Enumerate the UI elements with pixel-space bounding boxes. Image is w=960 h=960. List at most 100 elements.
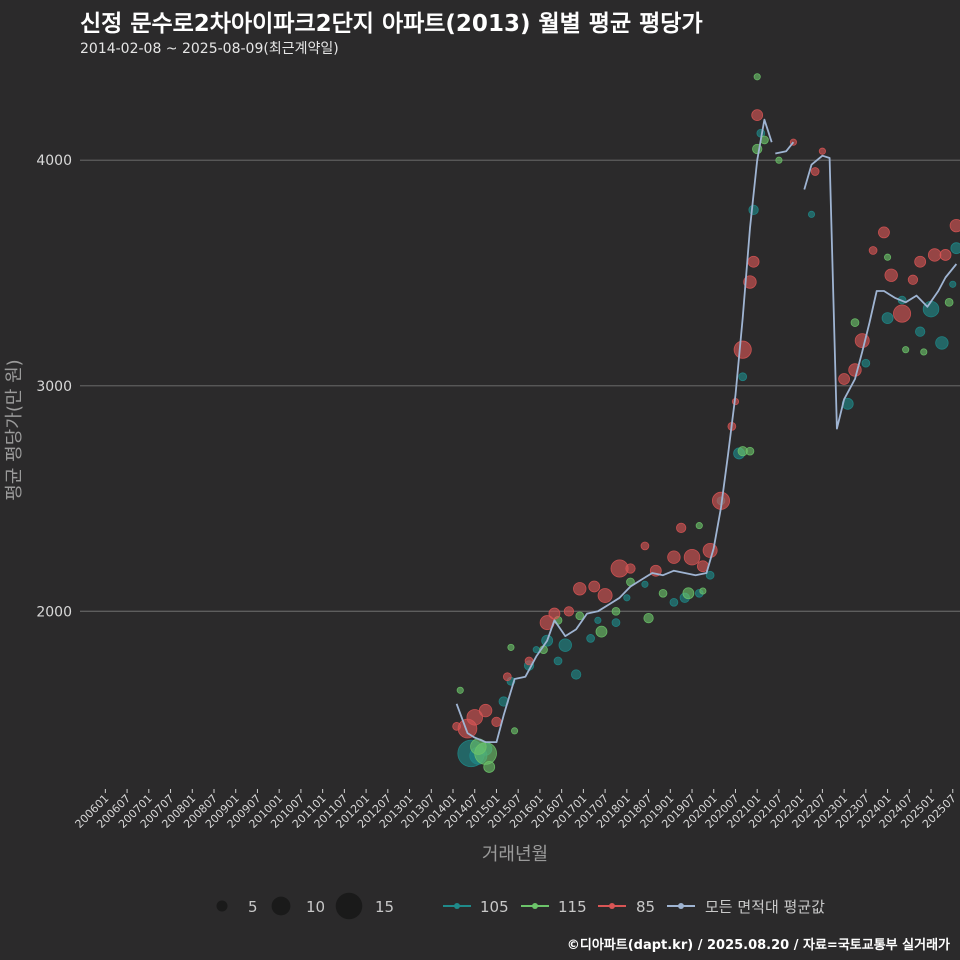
point-105	[641, 580, 649, 588]
point-105	[611, 618, 621, 627]
x-axis-label: 거래년월	[482, 844, 548, 865]
point-85	[733, 340, 752, 359]
point-85	[573, 582, 587, 596]
point-115	[595, 625, 608, 638]
point-115	[775, 156, 783, 164]
size-legend-label: 15	[375, 898, 394, 916]
point-115	[745, 446, 755, 456]
point-105	[594, 616, 602, 624]
point-85	[868, 246, 878, 255]
point-105	[669, 597, 679, 607]
point-105	[738, 372, 748, 382]
point-105	[807, 210, 816, 218]
y-tick-label: 4000	[36, 153, 72, 169]
point-85	[939, 249, 952, 261]
legend-label-3: 모든 면적대 평균값	[705, 898, 825, 916]
point-115	[474, 742, 497, 765]
chart-title: 신정 문수로2차아이파크2단지 아파트(2013) 월별 평균 평당가	[80, 11, 703, 37]
point-85	[893, 304, 912, 323]
point-85	[854, 333, 870, 349]
point-85	[491, 716, 502, 727]
source-caption: ©디아파트(dapt.kr) / 2025.08.20 / 자료=국토교통부 실…	[566, 938, 950, 953]
point-105	[553, 656, 563, 666]
point-115	[575, 611, 585, 621]
legend-key-dot-3	[678, 903, 684, 909]
point-105	[586, 634, 595, 643]
point-85	[588, 580, 601, 593]
size-legend-circle-10	[271, 896, 291, 916]
point-85	[751, 109, 764, 122]
point-85	[810, 167, 820, 176]
point-85	[640, 541, 650, 551]
data-points	[452, 73, 960, 773]
point-115	[902, 346, 910, 354]
point-115	[456, 686, 464, 694]
average-line-segment-2	[803, 154, 958, 430]
point-105	[915, 326, 926, 337]
point-115	[611, 606, 621, 616]
point-105	[623, 594, 631, 602]
point-115	[483, 761, 496, 773]
point-105	[705, 570, 715, 580]
y-tick-label: 2000	[36, 604, 72, 620]
legend-label-1: 115	[558, 898, 587, 916]
point-115	[695, 522, 703, 530]
size-legend-label: 5	[248, 898, 258, 916]
point-85	[884, 268, 898, 282]
y-axis-label: 평균 평당가(만 원)	[4, 359, 25, 500]
x-axis-ticks: 2006012006072007012007072008012008072009…	[73, 789, 959, 831]
point-115	[511, 727, 519, 735]
point-115	[699, 587, 707, 595]
size-legend-circle-15	[335, 892, 363, 920]
point-85	[676, 522, 687, 533]
point-115	[884, 253, 892, 261]
point-105	[922, 300, 940, 318]
size-legend-circle-5	[216, 900, 228, 912]
point-85	[747, 255, 760, 268]
point-115	[507, 643, 515, 651]
grid-lines	[80, 159, 960, 612]
point-85	[478, 703, 493, 718]
point-105	[949, 280, 957, 288]
legend-label-2: 85	[636, 898, 655, 916]
point-115	[643, 612, 654, 624]
point-85	[949, 218, 960, 233]
y-tick-label: 3000	[36, 379, 72, 395]
point-115	[682, 587, 695, 600]
point-85	[878, 226, 890, 239]
average-line-segment-0	[455, 118, 773, 743]
point-105	[950, 242, 960, 255]
point-85	[548, 607, 561, 620]
point-85	[597, 588, 613, 603]
y-axis-ticks: 2000 3000 4000	[36, 153, 72, 620]
legend-label-0: 105	[480, 898, 509, 916]
point-105	[558, 638, 572, 652]
chart-subtitle: 2014-02-08 ~ 2025-08-09(최근계약일)	[80, 41, 339, 57]
point-85	[907, 274, 919, 285]
point-115	[658, 588, 668, 598]
legend-key-dot-2	[609, 903, 615, 909]
legend-key-dot-0	[454, 903, 460, 909]
point-85	[683, 548, 701, 566]
point-85	[743, 275, 757, 289]
point-105	[861, 358, 871, 368]
point-105	[881, 312, 894, 325]
point-85	[838, 373, 851, 385]
point-85	[667, 550, 681, 564]
point-105	[935, 336, 949, 350]
point-85	[502, 672, 512, 682]
average-line-segment-1	[775, 141, 795, 155]
point-115	[944, 297, 954, 307]
point-85	[563, 606, 575, 617]
point-115	[850, 318, 860, 327]
point-85	[914, 255, 927, 268]
point-105	[748, 204, 759, 215]
point-115	[920, 348, 928, 356]
average-line	[455, 118, 958, 743]
legend: 5 10 15 105 115 85 모든 면적대 평균값	[216, 892, 825, 920]
point-85	[466, 709, 483, 726]
point-85	[818, 147, 826, 155]
point-85	[927, 248, 942, 262]
